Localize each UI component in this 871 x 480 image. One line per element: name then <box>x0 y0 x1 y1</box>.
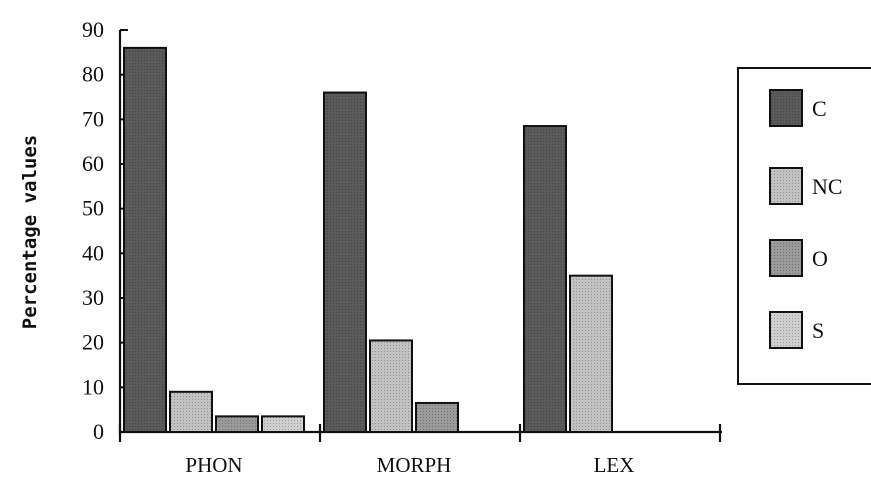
legend-label-nc: NC <box>812 174 843 199</box>
bar-texture <box>416 402 458 432</box>
y-tick-label: 20 <box>82 330 104 355</box>
legend-box <box>737 67 871 385</box>
bar-texture <box>570 275 612 432</box>
y-tick-label: 40 <box>82 240 104 265</box>
bar-texture <box>524 126 566 433</box>
bar-texture <box>124 47 166 432</box>
x-category-label: PHON <box>185 453 242 477</box>
y-tick-label: 50 <box>82 196 104 221</box>
legend: C NC O S <box>737 67 871 385</box>
x-categories: PHON MORPH LEX <box>118 424 722 477</box>
y-tick-label: 70 <box>82 106 104 131</box>
bar-texture <box>324 92 366 433</box>
y-tick-label: 10 <box>82 374 104 399</box>
y-tick-label: 0 <box>93 419 104 444</box>
legend-label-s: S <box>812 318 824 343</box>
legend-swatch-texture <box>770 90 802 126</box>
legend-swatch-texture <box>770 168 802 204</box>
y-tick-label: 90 <box>82 17 104 42</box>
axes <box>118 30 722 434</box>
y-tick-label: 80 <box>82 62 104 87</box>
legend-swatch-texture <box>770 312 802 348</box>
x-category-label: MORPH <box>377 453 452 477</box>
x-category-label: LEX <box>594 453 635 477</box>
legend-label-c: C <box>812 96 827 121</box>
y-axis-label: Percentage values <box>19 135 41 329</box>
bar-texture <box>216 416 258 432</box>
bar-texture <box>170 391 212 432</box>
bar-texture <box>262 416 304 432</box>
legend-label-o: O <box>812 246 828 271</box>
y-tick-label: 30 <box>82 285 104 310</box>
bar-texture <box>370 340 412 432</box>
legend-swatch-texture <box>770 240 802 276</box>
y-tick-label: 60 <box>82 151 104 176</box>
bars <box>123 46 613 434</box>
